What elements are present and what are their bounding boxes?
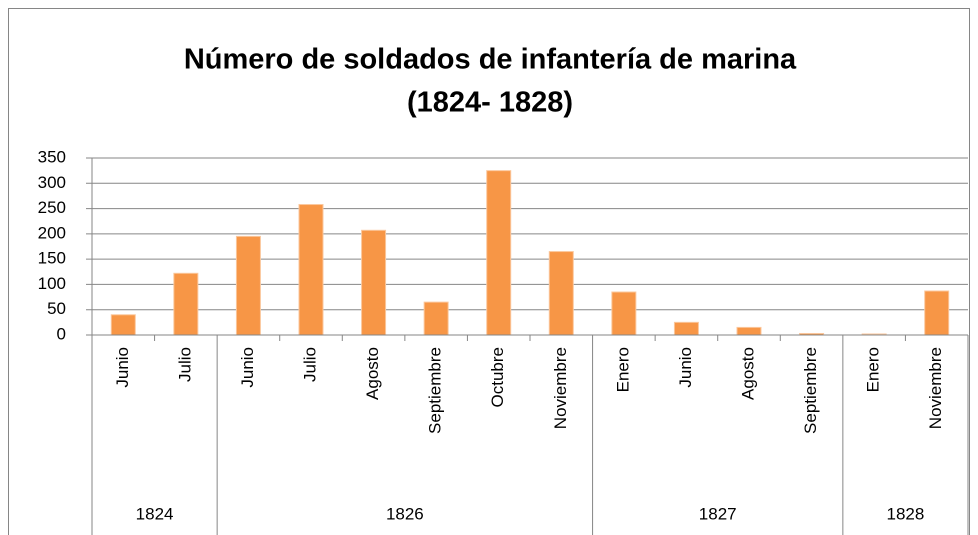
group-label: 1826 <box>386 504 424 523</box>
y-tick-label: 50 <box>47 299 66 318</box>
bar <box>235 235 261 336</box>
x-tick-label: Enero <box>864 347 883 392</box>
x-tick-label: Agosto <box>363 347 382 400</box>
chart-title: Número de soldados de infantería de mari… <box>184 44 797 76</box>
x-tick-label: Octubre <box>488 347 507 407</box>
y-tick-label: 0 <box>57 324 66 343</box>
x-tick-label: Julio <box>300 347 319 382</box>
x-tick-label: Agosto <box>738 347 757 400</box>
chart-title: (1824- 1828) <box>407 87 573 119</box>
bar <box>298 204 324 336</box>
x-tick-label: Noviembre <box>926 347 945 429</box>
x-tick-label: Junio <box>113 347 132 388</box>
x-tick-label: Noviembre <box>551 347 570 429</box>
group-label: 1827 <box>699 504 737 523</box>
y-tick-label: 350 <box>38 147 66 166</box>
x-tick-label: Junio <box>238 347 257 388</box>
y-tick-label: 250 <box>38 198 66 217</box>
bar <box>548 251 574 336</box>
x-tick-label: Enero <box>613 347 632 392</box>
x-tick-label: Junio <box>676 347 695 388</box>
bar <box>361 229 387 336</box>
x-tick-label: Julio <box>175 347 194 382</box>
bar <box>736 326 762 336</box>
x-tick-label: Septiembre <box>426 347 445 434</box>
group-label: 1828 <box>887 504 925 523</box>
bar <box>110 314 136 336</box>
bar <box>924 290 950 336</box>
bar <box>673 321 699 336</box>
y-tick-label: 150 <box>38 249 66 268</box>
y-tick-label: 100 <box>38 274 66 293</box>
bar <box>486 170 512 336</box>
bar <box>173 272 199 336</box>
y-tick-label: 300 <box>38 173 66 192</box>
x-tick-label: Septiembre <box>801 347 820 434</box>
y-tick-label: 200 <box>38 223 66 242</box>
group-label: 1824 <box>136 504 174 523</box>
bar <box>423 301 449 336</box>
bar <box>611 291 637 336</box>
